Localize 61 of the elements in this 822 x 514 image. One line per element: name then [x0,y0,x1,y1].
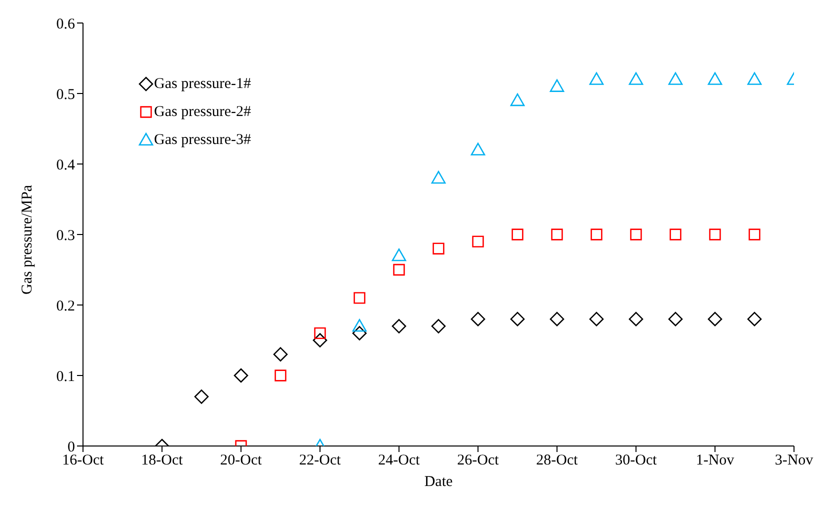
legend-label: Gas pressure-1# [154,76,252,92]
point [194,390,209,404]
point [708,72,722,85]
x-tick-label: 18-Oct [141,452,184,469]
x-tick-label: 1-Nov [696,452,735,469]
point [512,228,524,240]
point [354,292,366,304]
point [510,93,525,106]
x-tick-label: 30-Oct [615,452,658,469]
y-tick-label: 0.6 [56,16,76,32]
y-tick-label: 0 [68,439,75,456]
point [472,236,484,248]
x-axis-title: Date [424,474,453,490]
y-tick-label: 0.4 [56,157,76,174]
x-tick-label: 28-Oct [536,452,579,469]
point [510,312,525,326]
x-tick-label: 26-Oct [457,452,500,469]
point [314,327,326,340]
point [352,326,367,340]
legend-label: Gas pressure-3# [154,132,252,148]
point [668,72,683,85]
point [551,228,563,240]
point [393,264,405,276]
point [431,170,446,184]
point [668,312,683,326]
x-tick-label: 22-Oct [299,452,342,469]
point [748,228,760,240]
point [470,312,486,326]
point [392,319,406,334]
point [470,142,486,156]
x-tick-label: 16-Oct [62,452,105,469]
x-tick-label: 3-Nov [774,452,814,469]
y-tick-label: 0.2 [56,298,75,314]
point [352,319,367,332]
point [670,228,682,240]
point [431,319,446,334]
point [432,242,444,254]
x-tick-label: 20-Oct [220,452,263,469]
point [628,72,644,85]
point [550,79,564,92]
y-tick-label: 0.5 [56,86,75,103]
point [392,248,406,262]
point [273,347,288,362]
point [550,312,564,326]
point [747,72,762,85]
point [708,312,722,326]
x-tick-label: 24-Oct [378,452,421,469]
point [590,228,602,240]
point [589,72,604,85]
point [630,228,642,240]
y-axis-title: Gas pressure/MPa [19,184,36,294]
point [274,370,286,382]
legend-label: Gas pressure-2# [154,104,252,120]
point [589,312,604,326]
point [312,333,328,348]
point [234,368,248,383]
point [628,312,644,326]
point [747,312,762,326]
point [709,228,721,240]
y-tick-label: 0.1 [56,368,75,385]
y-tick-label: 0.3 [56,228,75,244]
